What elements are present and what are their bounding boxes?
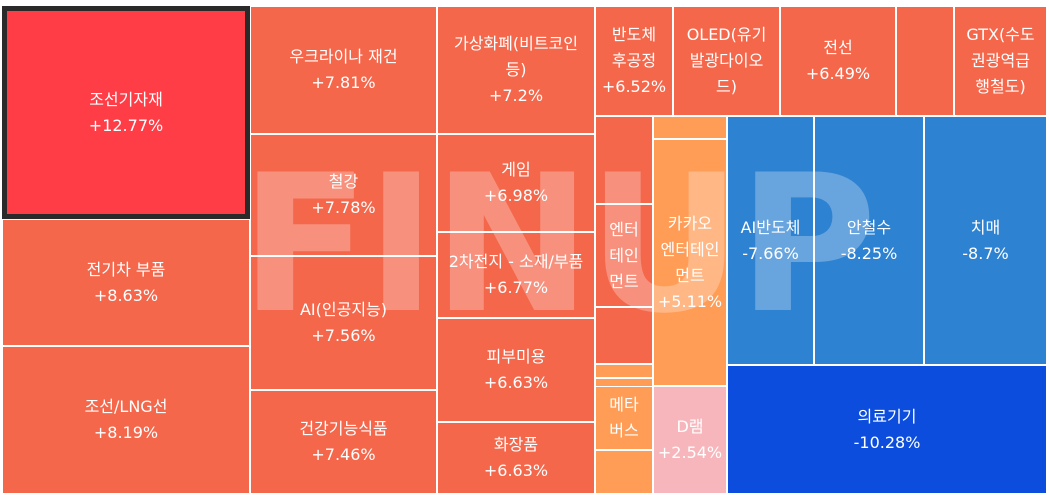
tile-label: 조선/LNG선 [84,397,168,416]
tile-label: 치매 [970,217,1001,237]
tile-label: 전기차 부품 [86,259,166,279]
tile-label: 메타버스 [609,395,639,440]
tile-unlabeled-23[interactable] [595,450,653,494]
tile-value: +12.77% [88,115,164,135]
tile-피부미용[interactable]: 피부미용 +6.63% [437,318,595,422]
tile-label: 피부미용 [486,347,546,366]
tile-value: -8.25% [840,243,898,263]
tile-unlabeled-15[interactable] [896,6,954,116]
tile-label: 건강기능식품 [299,419,388,438]
tile-label: D램 [676,417,704,436]
tile-unlabeled-20[interactable] [595,364,653,378]
tile-label: 가상화폐(비트코인등) [453,34,578,79]
tile-value: +7.81% [311,73,376,92]
tile-label: 엔터테인먼트 [609,219,639,291]
tile-카카오-엔터테인먼트[interactable]: 카카오 엔터테인먼트 +5.11% [653,139,727,386]
tile-unlabeled-24[interactable] [653,116,727,139]
tile-label: 카카오 엔터테인먼트 [660,213,720,285]
tile-value: -7.66% [742,243,799,263]
tile-value: -8.7% [962,243,1009,263]
tile-철강[interactable]: 철강 +7.78% [250,134,437,256]
tile-value: +6.63% [483,373,549,392]
tile-label: OLED(유기발광다이오드) [686,25,767,96]
tile-전선[interactable]: 전선 +6.49% [780,6,896,116]
tile-GTX-수도권광역급행철도[interactable]: GTX(수도권광역급행철도) [954,6,1047,116]
tile-메타버스[interactable]: 메타버스 [595,386,653,450]
tile-label: 의료기기 [857,406,917,426]
tile-label: AI(인공지능) [299,300,388,319]
tile-value: +7.56% [311,326,376,345]
tile-label: 2차전지 - 소재/부품 [448,252,584,271]
tile-label: AI반도체 [740,217,801,237]
tile-value: +7.78% [311,198,376,217]
tile-unlabeled-19[interactable] [595,307,653,364]
tile-value: +2.54% [657,443,723,462]
tile-value: +7.2% [488,86,544,105]
tile-우크라이나-재건[interactable]: 우크라이나 재건 +7.81% [250,6,437,134]
tile-value: -10.28% [853,432,921,452]
tile-화장품[interactable]: 화장품 +6.63% [437,422,595,494]
tile-게임[interactable]: 게임 +6.98% [437,134,595,232]
tile-label: 게임 [501,160,531,179]
tile-label: 철강 [328,172,359,191]
tile-value: +6.98% [483,186,549,205]
tile-value: +6.52% [601,77,667,96]
tile-value: +6.49% [805,64,871,83]
tile-치매[interactable]: 치매 -8.7% [924,116,1047,365]
tile-unlabeled-17[interactable] [595,116,653,204]
tile-건강기능식품[interactable]: 건강기능식품 +7.46% [250,390,437,494]
tile-value: +6.77% [483,278,549,297]
tile-반도체-후공정[interactable]: 반도체 후공정 +6.52% [595,6,673,116]
tile-D램[interactable]: D램 +2.54% [653,386,727,494]
tile-label: 우크라이나 재건 [289,47,398,66]
tile-label: 조선기자재 [89,89,163,109]
tile-의료기기[interactable]: 의료기기 -10.28% [727,365,1047,494]
tile-label: 안철수 [846,217,892,237]
tile-가상화폐-비트코인등[interactable]: 가상화폐(비트코인등) +7.2% [437,6,595,134]
tile-label: 전선 [823,38,853,57]
tile-value: +5.11% [657,291,723,311]
tile-value: +8.19% [93,423,159,442]
tile-value: +8.63% [93,285,159,305]
tile-AI반도체[interactable]: AI반도체 -7.66% [727,116,814,365]
tile-엔터테인먼트[interactable]: 엔터테인먼트 [595,204,653,307]
tile-조선기자재[interactable]: 조선기자재 +12.77% [2,6,250,219]
tile-label: 화장품 [493,435,539,454]
tile-value: +7.46% [311,445,376,464]
tile-value: +6.63% [483,461,549,480]
tile-label: 반도체 후공정 [611,25,657,70]
tile-2차전지-소재-부품[interactable]: 2차전지 - 소재/부품 +6.77% [437,232,595,318]
tile-AI-인공지능[interactable]: AI(인공지능) +7.56% [250,256,437,390]
tile-안철수[interactable]: 안철수 -8.25% [814,116,924,365]
tile-조선-LNG선[interactable]: 조선/LNG선 +8.19% [2,346,250,494]
tile-전기차-부품[interactable]: 전기차 부품 +8.63% [2,219,250,346]
tile-label: GTX(수도권광역급행철도) [966,25,1035,96]
tile-OLED-유기발광다이오드[interactable]: OLED(유기발광다이오드) [673,6,780,116]
